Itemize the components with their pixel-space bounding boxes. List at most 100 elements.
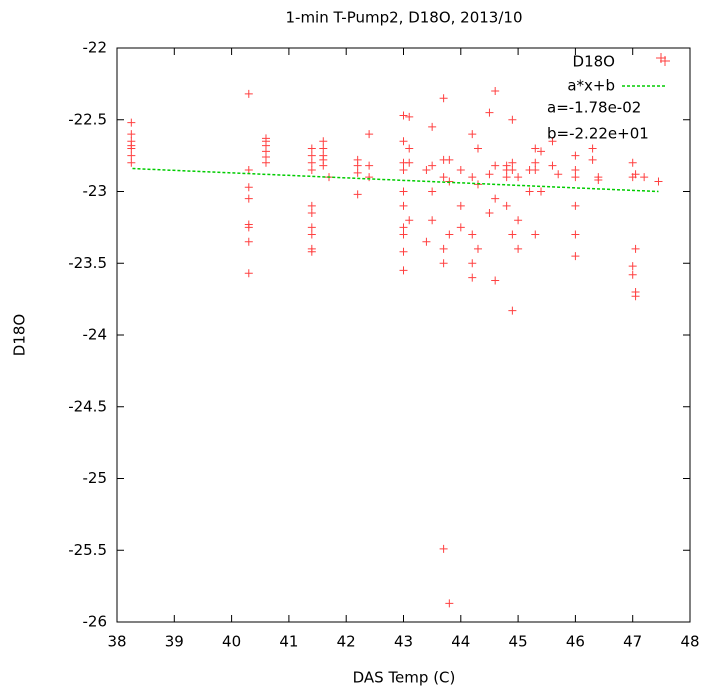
scatter-point <box>307 158 316 167</box>
scatter-point <box>428 122 437 131</box>
scatter-point <box>628 270 637 279</box>
scatter-point <box>307 247 316 256</box>
scatter-point <box>531 144 540 153</box>
scatter-point <box>571 173 580 182</box>
scatter-point <box>399 223 408 232</box>
scatter-point <box>244 237 253 246</box>
scatter-point <box>485 170 494 179</box>
scatter-point <box>319 161 328 170</box>
scatter-point <box>445 230 454 239</box>
scatter-point <box>445 177 454 186</box>
x-tick-label: 44 <box>451 633 470 651</box>
scatter-point <box>491 161 500 170</box>
scatter-point <box>439 94 448 103</box>
scatter-point <box>508 158 517 167</box>
scatter-point <box>631 244 640 253</box>
scatter-point <box>537 187 546 196</box>
scatter-point <box>491 276 500 285</box>
scatter-point <box>456 165 465 174</box>
scatter-point <box>422 237 431 246</box>
x-tick-label: 43 <box>394 633 413 651</box>
legend-label: D18O <box>573 53 615 71</box>
scatter-point <box>405 144 414 153</box>
scatter-point <box>508 230 517 239</box>
scatter-point <box>571 201 580 210</box>
scatter-point <box>422 165 431 174</box>
scatter-point <box>365 130 374 139</box>
scatter-point <box>445 599 454 608</box>
scatter-point <box>307 201 316 210</box>
y-tick-label: -24 <box>83 326 108 344</box>
scatter-point <box>307 230 316 239</box>
scatter-point <box>588 144 597 153</box>
scatter-point <box>399 201 408 210</box>
scatter-point <box>531 165 540 174</box>
scatter-point <box>594 176 603 185</box>
scatter-point <box>353 168 362 177</box>
scatter-point <box>307 144 316 153</box>
scatter-point <box>439 544 448 553</box>
scatter-point <box>514 216 523 225</box>
scatter-point <box>307 223 316 232</box>
y-axis-label: D18O <box>11 314 29 356</box>
scatter-point <box>537 147 546 156</box>
scatter-point <box>399 137 408 146</box>
scatter-point <box>428 161 437 170</box>
scatter-point <box>307 151 316 160</box>
scatter-point <box>445 155 454 164</box>
scatter-point <box>244 194 253 203</box>
scatter-point <box>244 165 253 174</box>
y-tick-label: -25 <box>83 469 108 487</box>
scatter-point <box>399 266 408 275</box>
scatter-point <box>491 194 500 203</box>
x-tick-label: 42 <box>337 633 356 651</box>
scatter-point <box>127 151 136 160</box>
y-tick-label: -25.5 <box>68 541 107 559</box>
x-tick-label: 41 <box>279 633 298 651</box>
scatter-point <box>531 158 540 167</box>
scatter-point <box>399 165 408 174</box>
scatter-point <box>508 115 517 124</box>
scatter-point <box>631 170 640 179</box>
legend-label: a*x+b <box>567 77 615 95</box>
scatter-point <box>571 252 580 261</box>
x-tick-label: 48 <box>680 633 699 651</box>
scatter-point <box>468 173 477 182</box>
scatter-point <box>365 173 374 182</box>
scatter-point <box>473 144 482 153</box>
scatter-point <box>307 165 316 174</box>
scatter-point <box>502 201 511 210</box>
scatter-point <box>640 173 649 182</box>
scatter-point <box>399 111 408 120</box>
x-tick-label: 40 <box>222 633 241 651</box>
scatter-point <box>548 161 557 170</box>
y-tick-label: -22.5 <box>68 110 107 128</box>
scatter-point <box>468 259 477 268</box>
scatter-point <box>399 230 408 239</box>
scatter-point <box>525 187 534 196</box>
scatter-point <box>485 209 494 218</box>
scatter-point <box>548 137 557 146</box>
scatter-point <box>468 273 477 282</box>
scatter-point <box>456 223 465 232</box>
scatter-point <box>485 108 494 117</box>
scatter-point <box>588 155 597 164</box>
legend-swatch <box>656 53 670 66</box>
scatter-point <box>631 292 640 301</box>
x-tick-label: 39 <box>165 633 184 651</box>
y-tick-label: -23.5 <box>68 254 107 272</box>
scatter-point <box>554 170 563 179</box>
y-tick-label: -23 <box>83 182 108 200</box>
scatter-point <box>571 151 580 160</box>
scatter-point <box>508 306 517 315</box>
scatter-point <box>491 87 500 96</box>
scatter-point <box>319 144 328 153</box>
scatter-point <box>571 165 580 174</box>
annotation: b=-2.22e+01 <box>547 125 649 143</box>
scatter-point <box>127 158 136 167</box>
scatter-point <box>405 216 414 225</box>
scatter-point <box>261 137 270 146</box>
scatter-point <box>428 187 437 196</box>
scatter-point <box>456 201 465 210</box>
